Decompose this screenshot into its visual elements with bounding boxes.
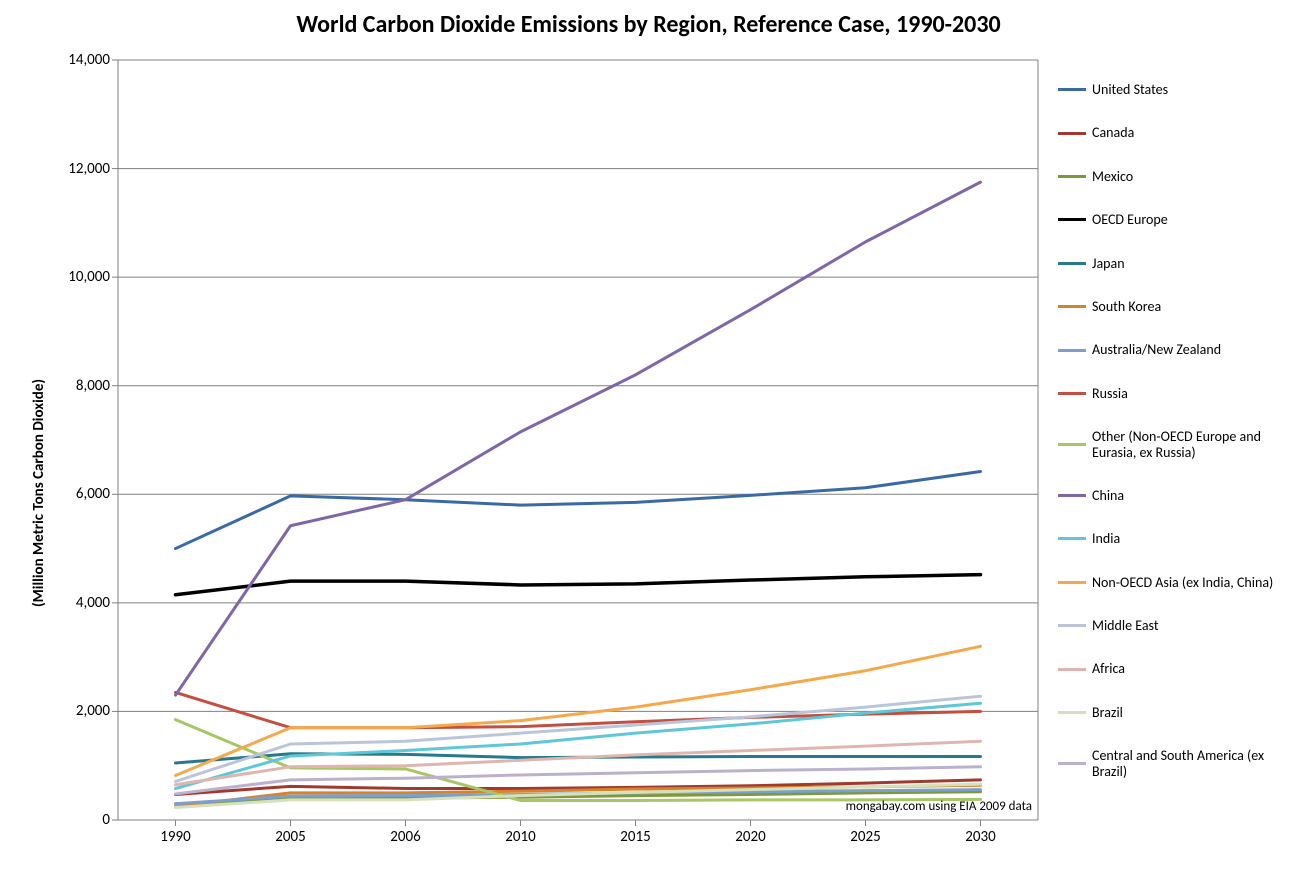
- y-tick-label: 2,000: [76, 702, 118, 720]
- legend-label: Russia: [1092, 386, 1128, 401]
- legend-item: Mexico: [1058, 169, 1282, 184]
- legend-item: Japan: [1058, 256, 1282, 271]
- legend-label: OECD Europe: [1092, 212, 1168, 227]
- legend-item: Other (Non-OECD Europe and Eurasia, ex R…: [1058, 429, 1282, 460]
- legend-label: India: [1092, 531, 1120, 546]
- x-tick-label: 2005: [275, 820, 305, 846]
- legend-label: Brazil: [1092, 705, 1123, 720]
- legend-swatch: [1058, 624, 1086, 627]
- series-line: [176, 182, 981, 695]
- legend-swatch: [1058, 349, 1086, 352]
- series-line: [176, 692, 981, 727]
- legend-label: Other (Non-OECD Europe and Eurasia, ex R…: [1092, 429, 1282, 460]
- x-tick-label: 2015: [620, 820, 650, 846]
- legend-label: Mexico: [1092, 169, 1133, 184]
- legend-swatch: [1058, 305, 1086, 308]
- y-tick-label: 4,000: [76, 594, 118, 612]
- y-axis-label: (Million Metric Tons Carbon Dioxide): [30, 379, 48, 607]
- legend-swatch: [1058, 175, 1086, 178]
- x-tick-label: 2030: [965, 820, 995, 846]
- legend-label: Canada: [1092, 125, 1134, 140]
- legend-item: OECD Europe: [1058, 212, 1282, 227]
- legend-label: South Korea: [1092, 299, 1161, 314]
- y-tick-label: 6,000: [76, 485, 118, 503]
- x-tick-label: 2010: [505, 820, 535, 846]
- legend-swatch: [1058, 132, 1086, 135]
- legend-swatch: [1058, 392, 1086, 395]
- legend-swatch: [1058, 762, 1086, 765]
- legend-item: South Korea: [1058, 299, 1282, 314]
- legend-label: Japan: [1092, 256, 1125, 271]
- legend-swatch: [1058, 494, 1086, 497]
- legend-label: United States: [1092, 82, 1168, 97]
- legend-label: Middle East: [1092, 618, 1159, 633]
- legend-item: Russia: [1058, 386, 1282, 401]
- x-tick-label: 2025: [850, 820, 880, 846]
- legend-item: Australia/New Zealand: [1058, 342, 1282, 357]
- legend-item: Canada: [1058, 125, 1282, 140]
- legend-swatch: [1058, 88, 1086, 91]
- x-tick-label: 1990: [160, 820, 190, 846]
- legend-swatch: [1058, 443, 1086, 446]
- x-tick-label: 2006: [390, 820, 420, 846]
- legend-swatch: [1058, 262, 1086, 265]
- plot-area: 02,0004,0006,0008,00010,00012,00014,000 …: [118, 60, 1038, 820]
- legend-item: Middle East: [1058, 618, 1282, 633]
- legend-item: United States: [1058, 82, 1282, 97]
- y-tick-label: 12,000: [68, 160, 118, 178]
- legend-swatch: [1058, 711, 1086, 714]
- y-tick-label: 10,000: [68, 268, 118, 286]
- legend-item: India: [1058, 531, 1282, 546]
- legend-item: Africa: [1058, 661, 1282, 676]
- y-tick-label: 0: [102, 811, 118, 829]
- series-line: [176, 741, 981, 784]
- chart-container: { "chart": { "type": "line", "title": "W…: [0, 0, 1297, 883]
- legend-label: Australia/New Zealand: [1092, 342, 1221, 357]
- y-tick-label: 14,000: [68, 51, 118, 69]
- y-tick-label: 8,000: [76, 377, 118, 395]
- legend-swatch: [1058, 537, 1086, 540]
- legend-label: China: [1092, 488, 1124, 503]
- legend-swatch: [1058, 581, 1086, 584]
- x-tick-label: 2020: [735, 820, 765, 846]
- legend-item: Central and South America (ex Brazil): [1058, 748, 1282, 779]
- legend-item: China: [1058, 488, 1282, 503]
- series-line: [176, 575, 981, 595]
- legend-swatch: [1058, 668, 1086, 671]
- legend-label: Central and South America (ex Brazil): [1092, 748, 1282, 779]
- legend-item: Brazil: [1058, 705, 1282, 720]
- legend-item: Non-OECD Asia (ex India, China): [1058, 575, 1282, 590]
- attribution-text: mongabay.com using EIA 2009 data: [846, 799, 1032, 814]
- series-line: [176, 471, 981, 548]
- legend-label: Africa: [1092, 661, 1125, 676]
- plot-svg: [118, 60, 1038, 820]
- legend-swatch: [1058, 218, 1086, 221]
- legend-label: Non-OECD Asia (ex India, China): [1092, 575, 1273, 590]
- chart-title: World Carbon Dioxide Emissions by Region…: [0, 10, 1297, 39]
- legend: United States Canada Mexico OECD Europe Japa…: [1058, 82, 1282, 807]
